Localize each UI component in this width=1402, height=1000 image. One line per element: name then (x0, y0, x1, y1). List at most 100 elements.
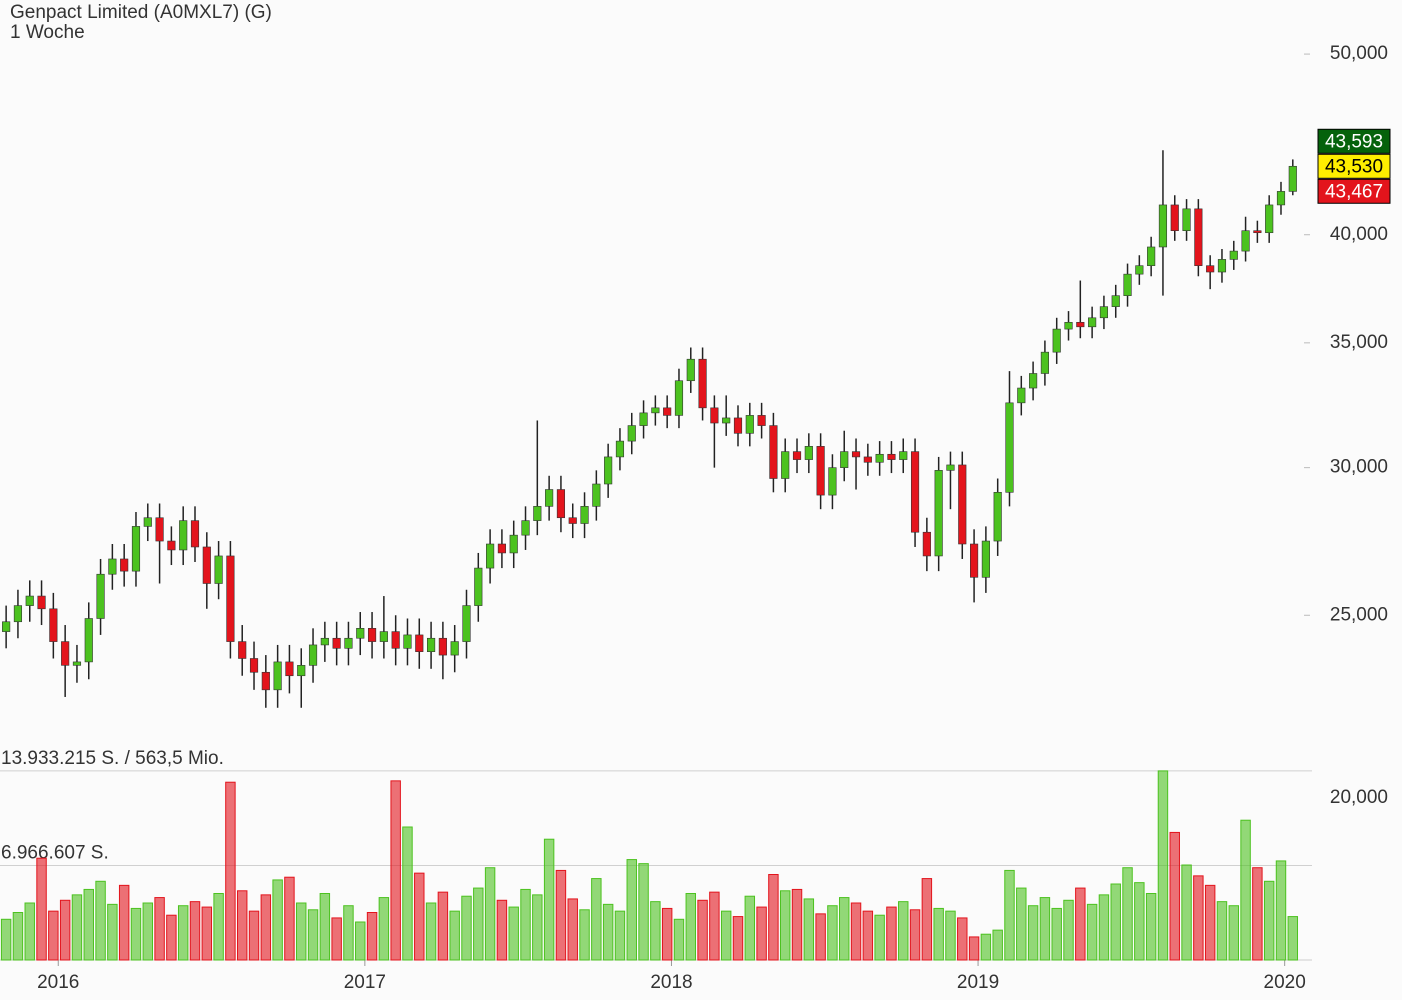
candle-body (497, 543, 506, 554)
volume-bar (461, 895, 472, 961)
candle-body (781, 451, 790, 479)
candle-body (615, 440, 625, 458)
volume-bar (1157, 770, 1169, 961)
volume-bar (272, 879, 283, 961)
candle-body (2, 621, 11, 632)
candle-body (1099, 306, 1109, 319)
volume-bar (815, 913, 826, 961)
volume-bar (437, 891, 449, 961)
x-tick-label: 2016 (37, 972, 79, 993)
candle-body (214, 555, 223, 584)
volume-bar (1086, 903, 1098, 961)
volume-bar (803, 898, 815, 961)
volume-bar (543, 838, 555, 961)
candle-body (1194, 208, 1203, 266)
candle-body (745, 415, 754, 434)
x-tick-label: 2018 (650, 972, 692, 993)
candle-body (84, 618, 93, 663)
candle-body (769, 425, 778, 479)
volume-bar (59, 899, 71, 961)
candle-body (686, 358, 695, 382)
candle-body (1265, 204, 1274, 234)
candle-body (946, 464, 955, 471)
volume-bar (154, 897, 165, 961)
volume-bar (189, 901, 201, 961)
volume-bar (12, 912, 24, 961)
candle-body (1088, 317, 1097, 328)
volume-bar (0, 918, 12, 961)
volume-bar (756, 906, 767, 961)
candle-body (403, 634, 412, 649)
volume-bar (107, 903, 118, 961)
volume-bar (402, 826, 413, 961)
volume-bar (296, 902, 307, 961)
candle-body (533, 506, 542, 521)
candle-body (320, 637, 329, 646)
candle-body (238, 641, 247, 659)
volume-bar (591, 878, 602, 961)
candle-body (993, 492, 1002, 542)
volume-bar (1252, 867, 1263, 961)
candle-body (545, 489, 554, 507)
volume-bar (484, 867, 496, 961)
candle-body (922, 531, 931, 557)
candle-body (1040, 351, 1049, 374)
candle-body (1135, 265, 1144, 275)
volume-bar (720, 910, 732, 961)
candle-body (155, 517, 164, 542)
candle-body (556, 489, 566, 519)
candle-body (1253, 230, 1262, 234)
volume-bar (1240, 819, 1251, 961)
y-tick-label: 25,000 (1330, 604, 1388, 625)
volume-bar (874, 914, 885, 961)
volume-bar (355, 921, 366, 961)
candle-body (1111, 295, 1120, 307)
volume-bar (473, 887, 484, 961)
volume-bar (567, 898, 578, 961)
candle-body (297, 665, 306, 677)
volume-bar (1122, 867, 1133, 961)
price-badge-label: 43,530 (1325, 156, 1383, 177)
y-tick-label: 50,000 (1330, 43, 1388, 64)
y-tick-label: 30,000 (1330, 457, 1388, 478)
candle-body (1123, 273, 1132, 296)
candle-body (899, 451, 908, 460)
candle-body (910, 451, 920, 533)
volume-bar (425, 902, 437, 961)
candle-body (816, 446, 825, 496)
candle-body (792, 451, 802, 460)
candle-body (167, 540, 176, 551)
candle-body (462, 605, 471, 642)
volume-bar (390, 780, 401, 961)
candle-body (757, 415, 766, 426)
volume-bar (1263, 880, 1275, 961)
volume-bar (555, 869, 567, 961)
volume-bar (992, 929, 1003, 961)
y-tick-label: 40,000 (1330, 224, 1388, 245)
candle-body (96, 573, 105, 619)
volume-bar (201, 906, 213, 961)
candle-body (261, 671, 270, 691)
volume-bar (909, 909, 921, 961)
volume-bar (673, 918, 685, 961)
volume-bar (1004, 869, 1015, 961)
volume-bar (1204, 884, 1216, 961)
candle-body (427, 637, 436, 652)
chart-title: Genpact Limited (A0MXL7) (G) (10, 2, 272, 23)
candle-body (202, 546, 211, 584)
volume-bar (142, 902, 154, 961)
candle-body (863, 456, 872, 463)
candle-body (604, 456, 613, 485)
volume-bar (614, 910, 626, 961)
volume-bar (331, 917, 342, 961)
volume-bar (921, 878, 933, 961)
volume-bar (496, 899, 508, 961)
volume-bar (532, 894, 543, 961)
volume-bar (980, 933, 992, 961)
volume-bar (520, 888, 531, 961)
price-badge (1317, 153, 1391, 179)
volume-bar (366, 912, 378, 961)
volume-bar (1098, 894, 1110, 961)
price-badge (1317, 178, 1391, 204)
